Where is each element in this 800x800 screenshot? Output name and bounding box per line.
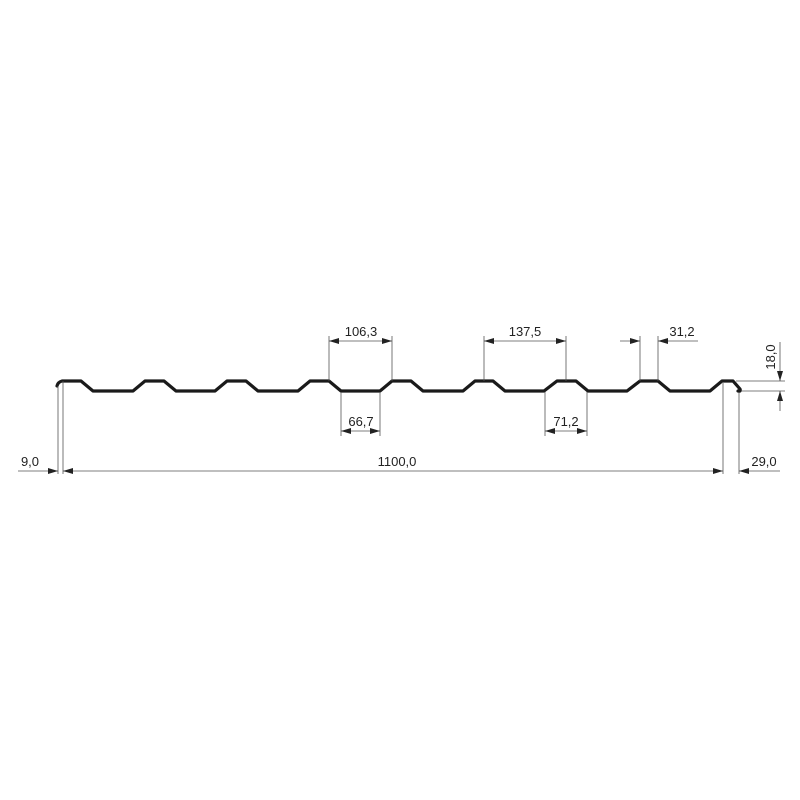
dimension-label: 29,0 — [751, 454, 776, 469]
dimension-label: 9,0 — [21, 454, 39, 469]
dimension-18-0: 18,0 — [736, 342, 785, 411]
dimension-9-0: 9,0 — [18, 381, 64, 474]
dimension-label: 1100,0 — [378, 454, 417, 469]
dimension-label: 31,2 — [669, 324, 694, 339]
dimension-29-0: 29,0 — [738, 392, 780, 474]
dimension-71-2: 71,2 — [544, 392, 588, 436]
sheet-profile — [55, 379, 742, 393]
dimension-label: 71,2 — [553, 414, 578, 429]
dimension-66-7: 66,7 — [340, 392, 381, 436]
dimension-label: 18,0 — [763, 344, 778, 369]
dimension-label: 137,5 — [509, 324, 542, 339]
dimension-137-5: 137,5 — [483, 324, 567, 381]
dimension-label: 106,3 — [345, 324, 378, 339]
dimension-31-2: 31,2 — [620, 324, 698, 381]
dimension-1100-0: 1100,0 — [63, 383, 724, 474]
dimension-106-3: 106,3 — [328, 324, 393, 381]
dimension-label: 66,7 — [348, 414, 373, 429]
